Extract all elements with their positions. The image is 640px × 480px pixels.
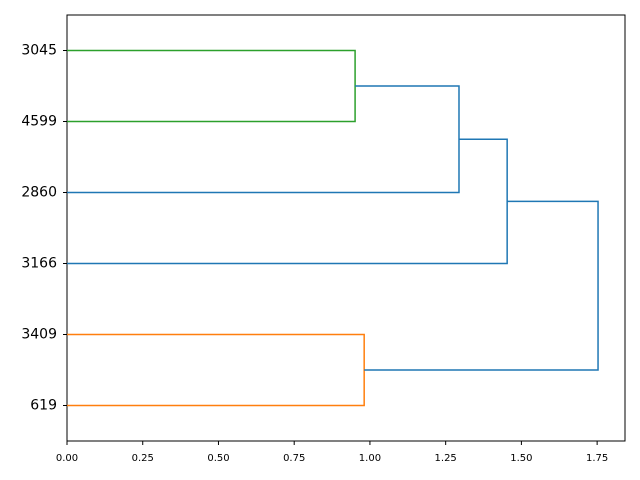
leaf-label: 3166 [21, 256, 57, 272]
leaf-label: 3409 [21, 327, 57, 343]
x-tick-label: 1.25 [435, 453, 457, 464]
leaf-label: 2860 [21, 185, 57, 201]
link [67, 333, 365, 407]
x-tick-label: 1.75 [586, 453, 608, 464]
x-tick-label: 0.75 [283, 453, 305, 464]
x-tick-label: 0.00 [56, 453, 78, 464]
x-tick-label: 1.50 [510, 453, 532, 464]
link [67, 85, 460, 194]
leaf-label: 4599 [21, 114, 57, 130]
axes-frame [66, 14, 626, 442]
link [67, 138, 508, 265]
x-tick-label: 0.25 [132, 453, 154, 464]
leaf-label: 3045 [21, 43, 57, 59]
x-tick-label: 0.50 [207, 453, 229, 464]
leaf-label: 619 [30, 398, 57, 414]
link [67, 49, 356, 123]
x-tick-label: 1.00 [359, 453, 381, 464]
link [364, 200, 599, 371]
